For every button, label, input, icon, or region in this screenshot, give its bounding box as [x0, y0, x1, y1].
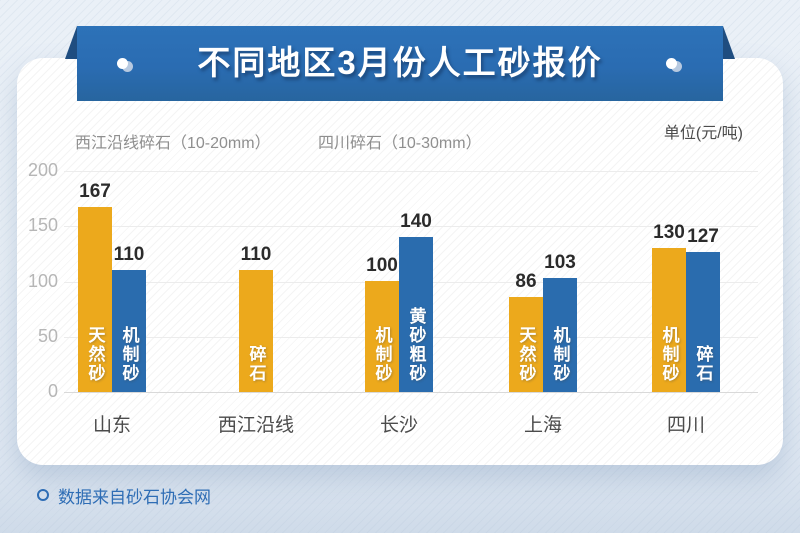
- bar-value-label: 103: [544, 252, 576, 273]
- bar-value-label: 140: [400, 211, 432, 232]
- rivet-dot-icon: [666, 58, 677, 69]
- bar-series-label: 碎石: [693, 345, 713, 383]
- bar-黄砂粗砂: 黄砂粗砂: [399, 237, 433, 392]
- circle-bullet-icon: [37, 489, 49, 501]
- category-label: 上海: [523, 415, 562, 436]
- subtitle-sichuan-spec: 四川碎石（10-30mm）: [318, 135, 482, 152]
- y-tick-label: 100: [27, 271, 58, 291]
- bar-碎石: 碎石: [239, 270, 273, 392]
- bar-value-label: 130: [653, 222, 685, 243]
- bar-天然砂: 天然砂: [78, 207, 112, 392]
- rivet-dot-icon: [117, 58, 128, 69]
- bar-series-label: 天然砂: [516, 326, 536, 383]
- bar-series-label: 机制砂: [659, 326, 679, 383]
- bar-机制砂: 机制砂: [365, 281, 399, 392]
- gridline: [64, 226, 758, 227]
- category-label: 山东: [92, 415, 131, 436]
- bar-value-label: 167: [79, 181, 111, 202]
- bar-机制砂: 机制砂: [543, 278, 577, 392]
- bar-机制砂: 机制砂: [112, 270, 146, 392]
- category-label: 西江沿线: [217, 415, 294, 436]
- gridline: [64, 171, 758, 172]
- bar-series-label: 黄砂粗砂: [406, 307, 426, 383]
- category-label: 四川: [666, 415, 705, 436]
- subtitle-xijiang-spec: 西江沿线碎石（10-20mm）: [75, 135, 271, 152]
- data-source-text: 数据来自砂石协会网: [58, 488, 211, 507]
- bar-天然砂: 天然砂: [509, 297, 543, 392]
- y-tick-label: 50: [37, 326, 58, 346]
- bar-series-label: 机制砂: [119, 326, 139, 383]
- gridline: [64, 392, 758, 393]
- bar-碎石: 碎石: [686, 252, 720, 392]
- footer: 数据来自砂石协会网: [0, 480, 800, 510]
- unit-label: 单位(元/吨): [663, 125, 743, 142]
- bar-机制砂: 机制砂: [652, 248, 686, 392]
- bar-series-label: 机制砂: [372, 326, 392, 383]
- bar-value-label: 100: [366, 255, 398, 276]
- y-tick-label: 0: [47, 381, 58, 401]
- bar-series-label: 机制砂: [550, 326, 570, 383]
- category-label: 长沙: [379, 415, 418, 436]
- bar-value-label: 86: [515, 271, 537, 292]
- bar-value-label: 110: [240, 244, 272, 265]
- page-title: 不同地区3月份人工砂报价: [197, 44, 603, 81]
- bar-value-label: 127: [687, 226, 719, 247]
- bar-value-label: 110: [113, 244, 145, 265]
- bar-series-label: 碎石: [246, 345, 266, 383]
- bar-series-label: 天然砂: [85, 326, 105, 383]
- title-ribbon: 不同地区3月份人工砂报价: [65, 26, 735, 101]
- y-tick-label: 200: [27, 160, 58, 180]
- y-tick-label: 150: [27, 215, 58, 235]
